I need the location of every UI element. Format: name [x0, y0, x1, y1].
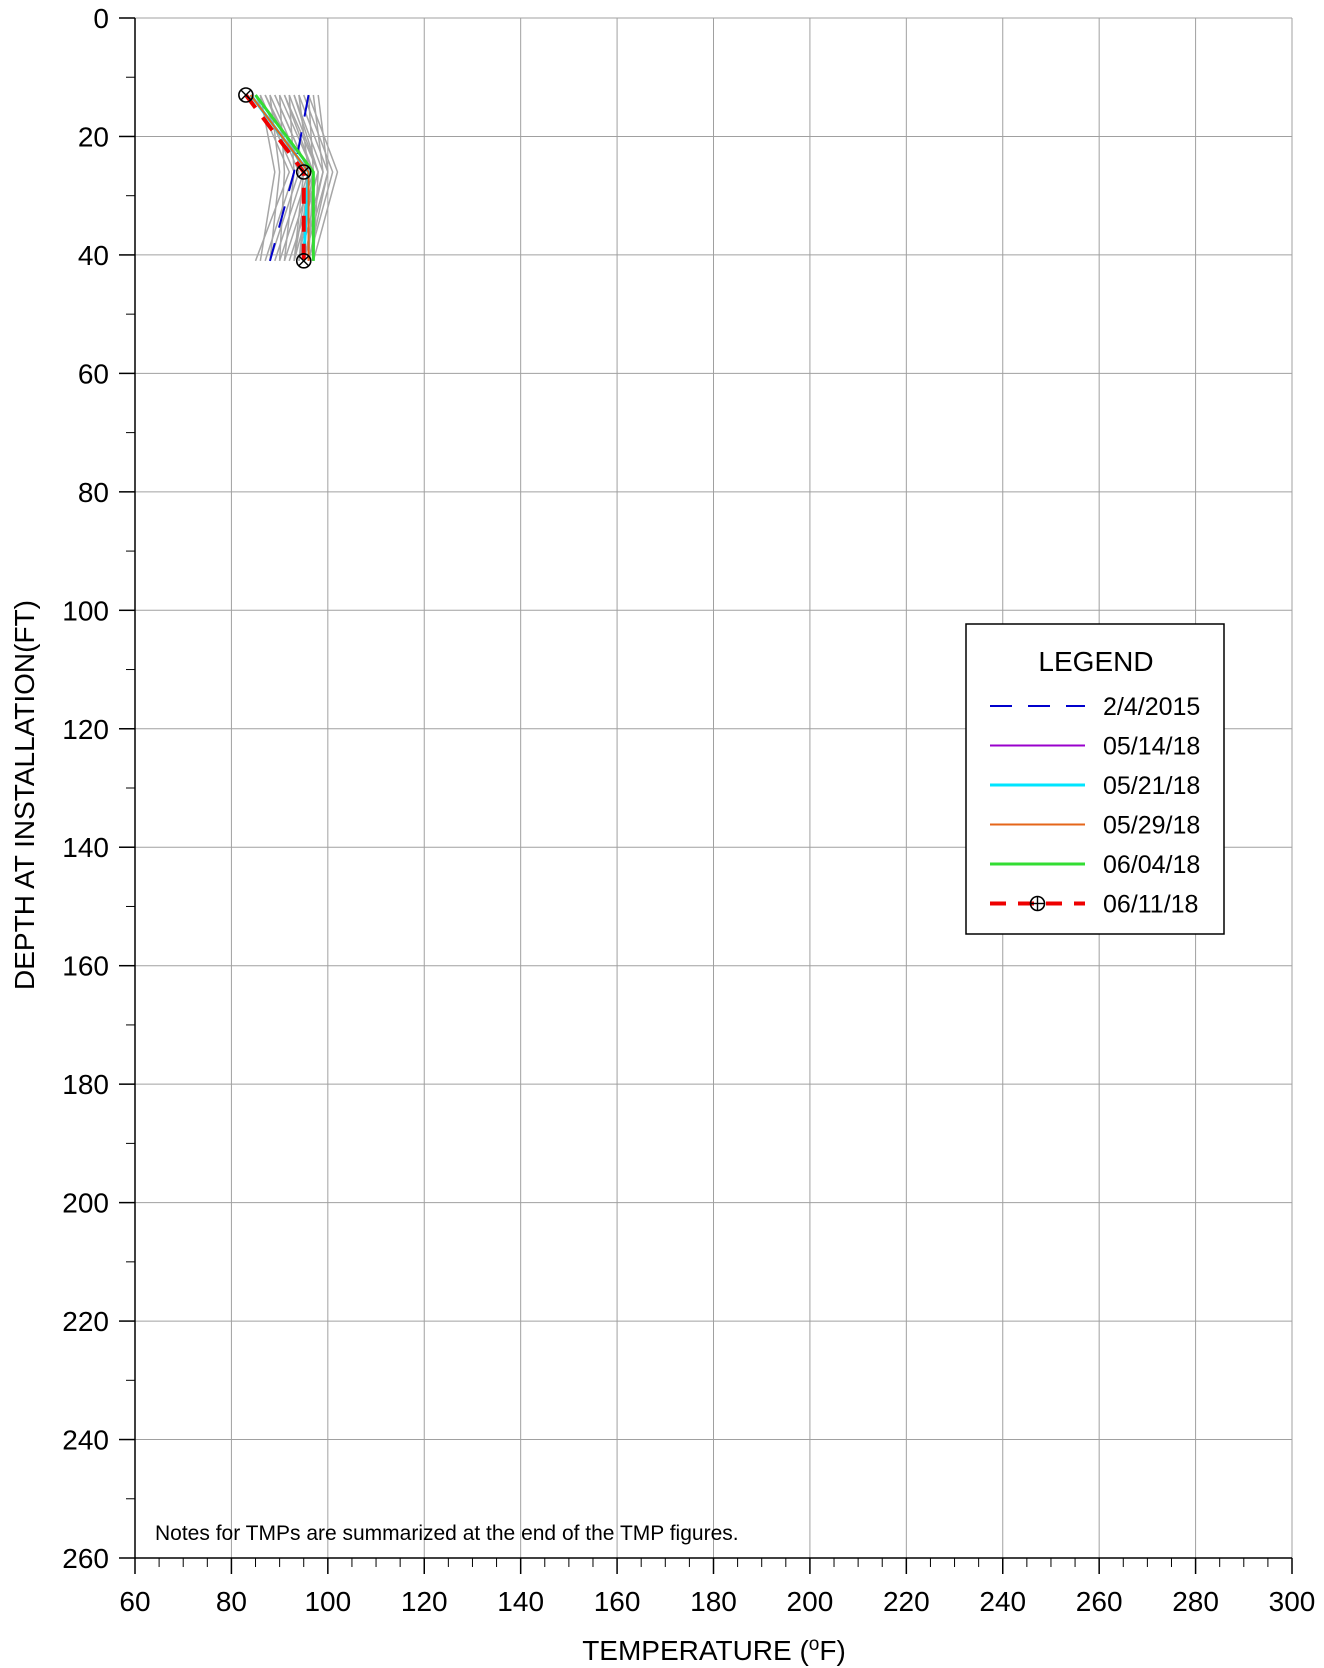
y-tick-label: 60: [78, 358, 109, 389]
x-tick-label: 300: [1269, 1586, 1316, 1617]
legend-entry-label: 2/4/2015: [1103, 693, 1200, 721]
x-tick-label: 200: [787, 1586, 834, 1617]
legend-box: [965, 623, 1225, 935]
legend-entry-label: 05/21/18: [1103, 772, 1200, 800]
tick-labels: 60 80 100 120 140 160 180 200 220 240 260 280 300 0 20…: [62, 3, 1315, 1617]
x-tick-label: 120: [401, 1586, 448, 1617]
x-tick-label: 160: [594, 1586, 641, 1617]
y-tick-label: 160: [62, 951, 109, 982]
axes: [119, 17, 1293, 1574]
data-point-marker-cross: [240, 89, 252, 101]
y-tick-label: 200: [62, 1188, 109, 1219]
x-tick-label: 180: [690, 1586, 737, 1617]
legend-entry-label: 06/04/18: [1103, 851, 1200, 879]
x-tick-label: 100: [304, 1586, 351, 1617]
series-line-05-29-18: [249, 94, 310, 261]
series-group: [238, 87, 315, 269]
y-tick-label: 0: [93, 3, 109, 34]
background-series-line: [278, 94, 286, 261]
legend-items: 2/4/2015 05/14/18 05/21/18 05/29/18 06/04/18…: [990, 693, 1200, 919]
legend-entry-label: 05/29/18: [1103, 812, 1200, 840]
x-axis-title: TEMPERATURE (oF): [582, 1634, 846, 1666]
x-tick-label: 60: [119, 1586, 150, 1617]
y-tick-label: 180: [62, 1069, 109, 1100]
x-tick-label: 80: [216, 1586, 247, 1617]
y-tick-label: 140: [62, 832, 109, 863]
y-tick-label: 120: [62, 714, 109, 745]
y-tick-label: 40: [78, 240, 109, 271]
series-line-2-4-2015: [269, 94, 310, 262]
y-tick-label: 100: [62, 595, 109, 626]
series-line-06-04-18: [254, 94, 315, 261]
data-point-marker: [295, 164, 312, 180]
data-point-marker-cross: [298, 255, 310, 267]
x-tick-label: 140: [497, 1586, 544, 1617]
legend-entry-label: 05/14/18: [1103, 733, 1200, 761]
background-series-line: [293, 94, 319, 261]
chart-note: Notes for TMPs are summarized at the end…: [155, 1522, 739, 1545]
legend: LEGEND 2/4/2015 05/14/18 05/21/18 05/29/18 0…: [965, 623, 1225, 935]
y-tick-label: 260: [62, 1543, 109, 1574]
y-axis-title: DEPTH AT INSTALLATION(FT): [9, 600, 40, 990]
y-tick-label: 80: [78, 477, 109, 508]
x-tick-label: 220: [883, 1586, 930, 1617]
data-point-marker: [238, 87, 254, 103]
x-tick-label: 240: [979, 1586, 1026, 1617]
background-series-line: [307, 94, 339, 262]
legend-entry-label: 06/11/18: [1103, 891, 1198, 919]
legend-title: LEGEND: [1038, 646, 1153, 677]
x-tick-label: 260: [1076, 1586, 1123, 1617]
data-point-marker: [295, 253, 312, 269]
y-tick-label: 220: [62, 1306, 109, 1337]
x-tick-label: 280: [1172, 1586, 1219, 1617]
data-point-marker-cross: [298, 166, 310, 178]
background-series-line: [303, 94, 334, 262]
y-tick-label: 240: [62, 1425, 109, 1456]
y-tick-label: 20: [78, 121, 109, 152]
